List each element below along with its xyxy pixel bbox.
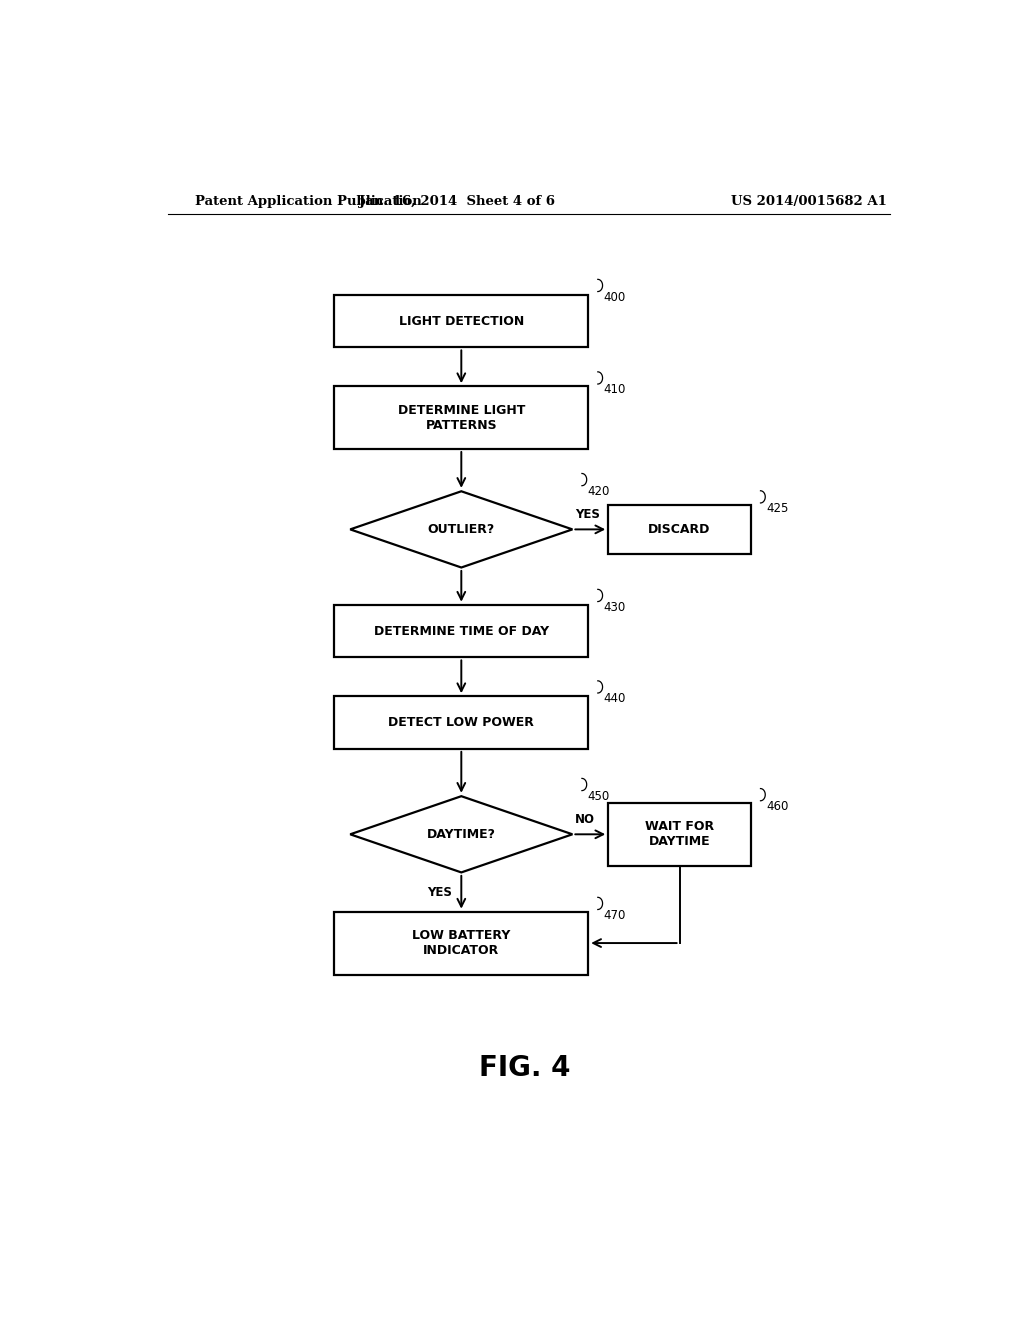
Text: YES: YES bbox=[574, 508, 600, 521]
Text: OUTLIER?: OUTLIER? bbox=[428, 523, 495, 536]
FancyBboxPatch shape bbox=[334, 912, 588, 974]
Text: DISCARD: DISCARD bbox=[648, 523, 711, 536]
Text: 410: 410 bbox=[603, 383, 626, 396]
Text: DETERMINE LIGHT
PATTERNS: DETERMINE LIGHT PATTERNS bbox=[397, 404, 525, 432]
Text: WAIT FOR
DAYTIME: WAIT FOR DAYTIME bbox=[645, 820, 714, 849]
Text: YES: YES bbox=[427, 886, 452, 899]
Text: Jan. 16, 2014  Sheet 4 of 6: Jan. 16, 2014 Sheet 4 of 6 bbox=[359, 194, 555, 207]
Text: 420: 420 bbox=[588, 484, 610, 498]
Text: LOW BATTERY
INDICATOR: LOW BATTERY INDICATOR bbox=[412, 929, 511, 957]
Text: LIGHT DETECTION: LIGHT DETECTION bbox=[398, 314, 524, 327]
FancyBboxPatch shape bbox=[334, 385, 588, 449]
FancyBboxPatch shape bbox=[608, 506, 751, 554]
Text: DETERMINE TIME OF DAY: DETERMINE TIME OF DAY bbox=[374, 624, 549, 638]
FancyBboxPatch shape bbox=[608, 803, 751, 866]
FancyBboxPatch shape bbox=[334, 294, 588, 347]
Text: DETECT LOW POWER: DETECT LOW POWER bbox=[388, 715, 535, 729]
Text: FIG. 4: FIG. 4 bbox=[479, 1055, 570, 1082]
Text: US 2014/0015682 A1: US 2014/0015682 A1 bbox=[731, 194, 887, 207]
FancyBboxPatch shape bbox=[334, 605, 588, 657]
Text: NO: NO bbox=[574, 813, 595, 826]
Text: 450: 450 bbox=[588, 789, 609, 803]
Text: 470: 470 bbox=[603, 908, 626, 921]
Polygon shape bbox=[350, 491, 572, 568]
Text: 425: 425 bbox=[766, 502, 788, 515]
Polygon shape bbox=[350, 796, 572, 873]
Text: 430: 430 bbox=[603, 601, 626, 614]
Text: 400: 400 bbox=[603, 290, 626, 304]
FancyBboxPatch shape bbox=[334, 696, 588, 748]
Text: 440: 440 bbox=[603, 692, 626, 705]
Text: Patent Application Publication: Patent Application Publication bbox=[196, 194, 422, 207]
Text: 460: 460 bbox=[766, 800, 788, 813]
Text: DAYTIME?: DAYTIME? bbox=[427, 828, 496, 841]
